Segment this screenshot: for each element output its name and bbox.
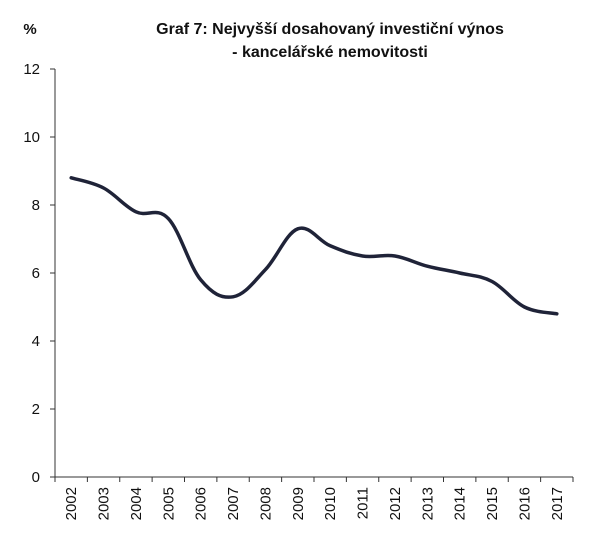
- x-tick-label: 2006: [193, 487, 210, 520]
- x-tick-label: 2011: [355, 487, 372, 519]
- x-tick-label: 2008: [257, 487, 274, 520]
- data-point-2010: [329, 244, 332, 247]
- series-line: [69, 176, 559, 316]
- x-tick-label: 2012: [387, 487, 404, 520]
- y-tick-label: 10: [23, 129, 40, 146]
- data-point-2012: [393, 255, 396, 258]
- x-tick-label: 2005: [160, 487, 177, 520]
- x-tick-label: 2003: [96, 487, 113, 520]
- data-point-2007: [232, 295, 235, 298]
- y-tick-label: 2: [32, 401, 40, 418]
- y-tick-label: 4: [32, 333, 40, 350]
- x-axis-ticks: 2002 2003 2004 2005 2006 2007 2008 2009 2010 2011…: [54, 477, 574, 520]
- data-point-2017: [555, 312, 558, 315]
- y-axis-unit: %: [23, 21, 36, 38]
- x-tick-label: 2004: [128, 487, 145, 520]
- x-tick-label: 2009: [290, 487, 307, 520]
- y-tick-label: 8: [32, 197, 40, 214]
- x-tick-label: 2016: [516, 487, 533, 520]
- data-point-2006: [199, 278, 202, 281]
- series-group: [69, 176, 559, 316]
- data-point-2013: [426, 265, 429, 268]
- axes: [54, 69, 573, 478]
- x-tick-label: 2013: [419, 487, 436, 520]
- data-point-2003: [102, 187, 105, 190]
- x-tick-label: 2007: [225, 487, 242, 520]
- x-tick-label: 2017: [549, 487, 566, 520]
- x-tick-label: 2010: [322, 487, 339, 520]
- x-tick-label: 2014: [452, 487, 469, 520]
- x-tick-label: 2002: [63, 487, 80, 520]
- data-point-2008: [264, 268, 267, 271]
- data-point-2014: [458, 272, 461, 275]
- data-point-2004: [134, 210, 137, 213]
- y-tick-label: 12: [23, 61, 40, 78]
- chart-title: Graf 7: Nejvyšší dosahovaný investiční v…: [156, 21, 504, 38]
- data-point-2011: [361, 255, 364, 258]
- y-tick-label: 6: [32, 265, 40, 282]
- data-point-2015: [491, 280, 494, 283]
- y-tick-label: 0: [32, 469, 40, 486]
- data-point-2009: [296, 227, 299, 230]
- data-point-2005: [167, 217, 170, 220]
- data-point-2002: [70, 176, 73, 179]
- data-point-2016: [523, 306, 526, 309]
- x-tick-label: 2015: [484, 487, 501, 520]
- y-axis-ticks: 0 2 4 6 8 10 12: [23, 61, 55, 486]
- chart-subtitle: - kancelářské nemovitosti: [232, 44, 428, 61]
